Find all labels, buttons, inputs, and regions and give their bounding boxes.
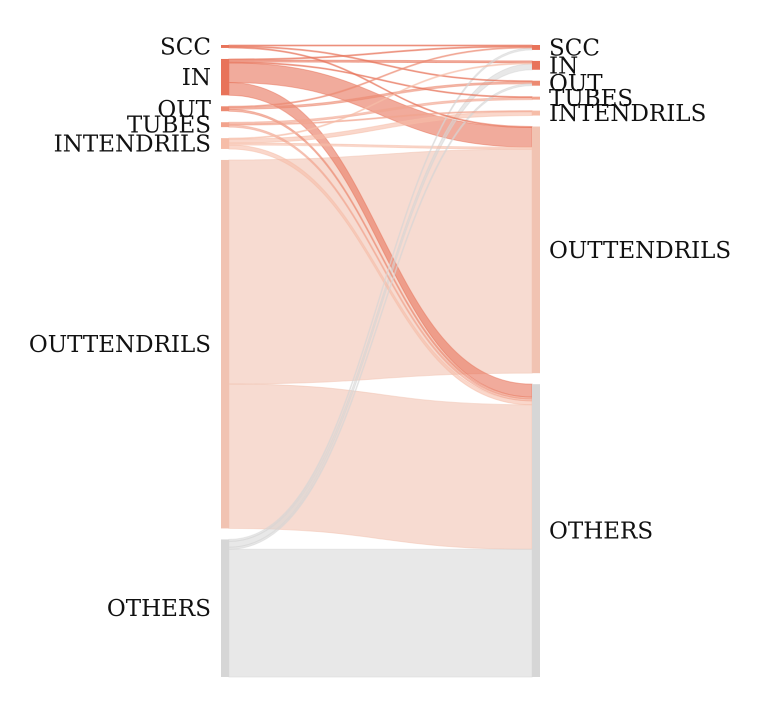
right-node-label-outtendrils: OUTTENDRILS (549, 238, 731, 264)
right-node-label-tubes: TUBES (549, 86, 633, 112)
flow-tubes-to-tubes (228, 97, 533, 125)
flow-outtendrils-to-outtendrils (228, 148, 533, 385)
right-node-label-scc: SCC (549, 35, 600, 61)
left-node-bar-tubes (221, 122, 229, 128)
left-node-bar-scc (221, 45, 229, 48)
right-node-label-others: OTHERS (549, 519, 653, 545)
right-node-bar-others (532, 384, 540, 677)
left-node-bar-intendrils (221, 138, 229, 149)
right-node-bar-in (532, 60, 540, 70)
right-node-label-out: OUT (549, 71, 603, 97)
left-node-label-intendrils: INTENDRILS (54, 132, 211, 158)
left-node-bar-out (221, 106, 229, 112)
right-node-bar-scc (532, 45, 540, 50)
left-node-label-tubes: TUBES (127, 113, 211, 139)
right-node-bar-outtendrils (532, 126, 540, 374)
flow-layer (228, 44, 533, 678)
left-node-label-outtendrils: OUTTENDRILS (29, 332, 211, 358)
left-node-label-in: IN (182, 65, 211, 91)
flow-scc-to-scc (228, 44, 533, 47)
flow-others-to-others (228, 548, 533, 678)
right-node-bar-tubes (532, 96, 540, 100)
right-node-label-in: IN (549, 53, 578, 79)
node-bar-layer (221, 45, 540, 677)
right-node-bar-out (532, 80, 540, 86)
flow-others-to-scc (228, 47, 533, 542)
flow-in-to-in (228, 59, 533, 64)
node-label-layer: SCCINOUTTUBESINTENDRILSOUTTENDRILSOTHERS… (29, 34, 731, 622)
left-node-label-out: OUT (157, 97, 211, 123)
right-node-label-intendrils: INTENDRILS (549, 101, 706, 127)
right-node-bar-intendrils (532, 110, 540, 116)
left-node-bar-in (221, 58, 229, 96)
left-node-bar-others (221, 539, 229, 677)
left-node-label-scc: SCC (160, 34, 211, 60)
left-node-bar-outtendrils (221, 159, 229, 529)
left-node-label-others: OTHERS (107, 596, 211, 622)
